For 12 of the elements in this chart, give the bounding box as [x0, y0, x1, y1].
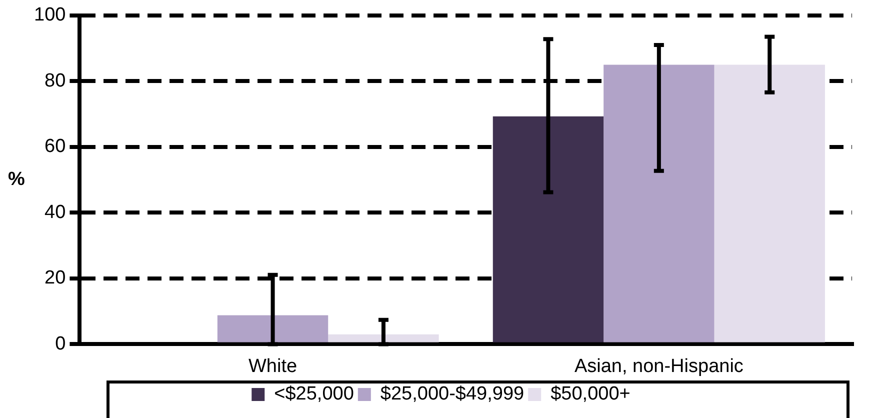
- y-tick-label: 40: [44, 202, 66, 223]
- legend-label: <$25,000: [274, 384, 354, 405]
- legend-label: $50,000+: [550, 384, 630, 405]
- y-tick-label: 80: [44, 70, 66, 92]
- y-tick-label: 0: [55, 333, 66, 354]
- y-tick-label: 60: [44, 136, 66, 158]
- y-axis-title: %: [8, 169, 25, 190]
- y-tick-label: 100: [34, 4, 66, 26]
- x-tick-label: Asian, non-Hispanic: [574, 356, 744, 377]
- legend-label: $25,000-$49,999: [380, 384, 524, 405]
- y-tick-label: 20: [44, 268, 66, 289]
- x-tick-label: White: [248, 356, 298, 377]
